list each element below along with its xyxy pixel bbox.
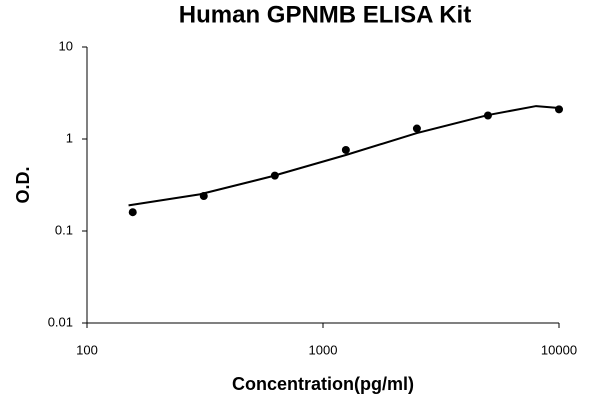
fit-curve <box>128 105 560 207</box>
y-tick-label: 1 <box>66 130 73 145</box>
x-tick-label: 1000 <box>309 342 338 357</box>
data-point <box>555 105 563 114</box>
x-tick-label: 10000 <box>541 342 577 357</box>
chart-title: Human GPNMB ELISA Kit <box>179 1 471 28</box>
y-tick-label: 10 <box>59 38 73 53</box>
data-point <box>341 145 350 154</box>
y-tick-label: 0.01 <box>48 314 73 329</box>
data-point <box>128 208 137 217</box>
data-point <box>483 111 492 120</box>
data-point <box>270 171 279 180</box>
x-axis-label: Concentration(pg/ml) <box>232 374 414 394</box>
y-tick-label: 0.1 <box>55 222 73 237</box>
x-tick-label: 100 <box>76 342 98 357</box>
data-point <box>199 192 208 201</box>
y-axis-label: O.D. <box>13 166 33 203</box>
data-point <box>412 124 421 133</box>
